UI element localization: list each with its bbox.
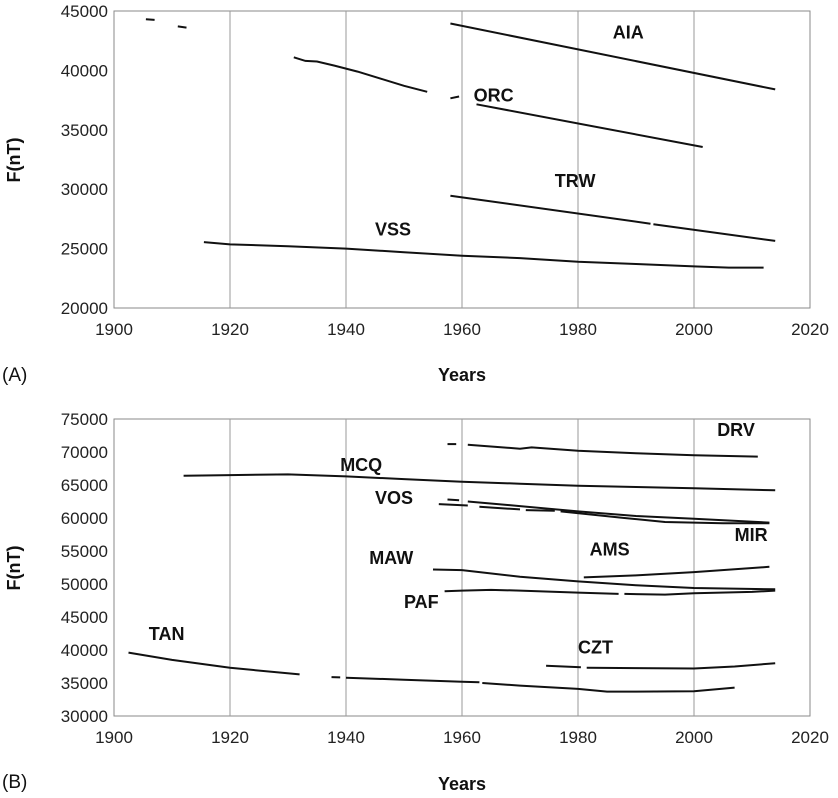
y-tick-label-60000: 60000 xyxy=(61,509,108,528)
y-axis-title-b: F(nT) xyxy=(4,546,24,591)
series-vos-line-0 xyxy=(447,498,460,502)
series-label-mcq: MCQ xyxy=(340,455,382,475)
y-tick-label-20000: 20000 xyxy=(61,299,108,318)
y-tick-label-45000: 45000 xyxy=(61,608,108,627)
x-tick-label-2020: 2020 xyxy=(791,320,829,339)
y-tick-label-75000: 75000 xyxy=(61,410,108,429)
x-tick-label-1900: 1900 xyxy=(95,728,133,747)
x-tick-label-1900: 1900 xyxy=(95,320,133,339)
series-ams: AMS xyxy=(583,540,770,579)
series-maw: MAW xyxy=(369,548,776,591)
y-axis-title-a: F(nT) xyxy=(4,138,24,183)
x-tick-label-2020: 2020 xyxy=(791,728,829,747)
series-tan: TAN xyxy=(128,624,735,693)
y-tick-label-35000: 35000 xyxy=(61,674,108,693)
x-axis-title-b: Years xyxy=(438,774,486,794)
series-label-czt: CZT xyxy=(578,637,613,657)
series-ams-line-0 xyxy=(583,565,770,579)
series-label-paf: PAF xyxy=(404,592,439,612)
series-mir-line-0 xyxy=(438,503,468,507)
series-tan-line-2 xyxy=(345,676,480,684)
y-tick-label-35000: 35000 xyxy=(61,121,108,140)
series-maw-line-0 xyxy=(432,568,776,591)
x-tick-labels-b: 1900 1920 1940 1960 1980 2000 2020 xyxy=(95,728,829,747)
y-tick-label-50000: 50000 xyxy=(61,575,108,594)
x-tick-label-1980: 1980 xyxy=(559,728,597,747)
series-paf-line-1 xyxy=(624,589,776,596)
series-mcq-line-0 xyxy=(183,473,776,492)
x-tick-label-1940: 1940 xyxy=(327,728,365,747)
series-aia-line-1 xyxy=(177,25,187,29)
series-trw-line-1 xyxy=(653,223,776,242)
y-tick-label-70000: 70000 xyxy=(61,443,108,462)
series-label-ams: AMS xyxy=(590,540,630,560)
y-tick-label-30000: 30000 xyxy=(61,707,108,726)
gridlines-a xyxy=(229,11,695,308)
series-vos: VOS xyxy=(375,488,770,524)
x-axis-title-a: Years xyxy=(438,365,486,385)
y-tick-label-55000: 55000 xyxy=(61,542,108,561)
series-tan-line-0 xyxy=(128,651,300,676)
x-tick-label-2000: 2000 xyxy=(675,728,713,747)
x-tick-label-1980: 1980 xyxy=(559,320,597,339)
series-aia-line-2 xyxy=(450,22,776,91)
series-czt-line-0 xyxy=(546,664,581,669)
series-orc-line-0 xyxy=(293,56,428,93)
series-mir: MIR xyxy=(438,503,770,545)
series-group-b: DRV MCQ VOS MIR MAW AMS PAF CZT TAN xyxy=(128,420,776,693)
series-label-drv: DRV xyxy=(717,420,755,440)
series-vos-line-1 xyxy=(467,500,770,524)
series-mir-line-1 xyxy=(479,505,521,511)
series-paf-line-0 xyxy=(444,588,619,595)
series-drv-line-1 xyxy=(467,443,758,458)
series-label-tan: TAN xyxy=(149,624,185,644)
series-aia-line-0 xyxy=(145,18,155,21)
series-label-orc: ORC xyxy=(474,85,514,105)
x-tick-label-1920: 1920 xyxy=(211,320,249,339)
series-mir-line-2 xyxy=(525,509,555,512)
y-tick-labels-a: 20000 25000 30000 35000 40000 45000 xyxy=(61,2,108,318)
x-tick-labels-a: 1900 1920 1940 1960 1980 2000 2020 xyxy=(95,320,829,339)
panel-label-b: (B) xyxy=(2,772,27,793)
panel-label-a: (A) xyxy=(2,365,27,386)
panel-b: 1900 1920 1940 1960 1980 2000 2020 30000 35000 4… xyxy=(2,410,829,794)
y-tick-label-25000: 25000 xyxy=(61,240,108,259)
series-orc-line-1 xyxy=(450,95,460,100)
x-tick-label-1940: 1940 xyxy=(327,320,365,339)
series-group-a: AIA ORC TRW VSS xyxy=(145,18,776,269)
series-label-aia: AIA xyxy=(613,22,644,42)
x-tick-label-1920: 1920 xyxy=(211,728,249,747)
series-trw-line-0 xyxy=(450,194,651,225)
series-orc-line-2 xyxy=(476,103,703,148)
panel-a: 1900 1920 1940 1960 1980 2000 2020 20000 25000 3… xyxy=(2,2,829,386)
y-tick-label-30000: 30000 xyxy=(61,180,108,199)
series-czt: CZT xyxy=(546,637,776,670)
series-vss: VSS xyxy=(203,220,764,269)
series-paf: PAF xyxy=(404,588,776,612)
series-label-vos: VOS xyxy=(375,488,413,508)
x-tick-label-1960: 1960 xyxy=(443,728,481,747)
series-trw: TRW xyxy=(450,171,776,242)
y-tick-label-40000: 40000 xyxy=(61,61,108,80)
x-tick-label-1960: 1960 xyxy=(443,320,481,339)
y-tick-label-45000: 45000 xyxy=(61,2,108,21)
series-vss-line-0 xyxy=(203,241,764,269)
y-tick-label-40000: 40000 xyxy=(61,641,108,660)
series-label-trw: TRW xyxy=(555,171,596,191)
gridlines-b xyxy=(229,419,695,716)
series-aia: AIA xyxy=(145,18,776,91)
y-tick-labels-b: 30000 35000 40000 45000 50000 55000 60000 65000… xyxy=(61,410,108,726)
series-label-mir: MIR xyxy=(735,525,768,545)
y-tick-label-65000: 65000 xyxy=(61,476,108,495)
series-label-maw: MAW xyxy=(369,548,413,568)
series-mir-line-3 xyxy=(560,510,770,525)
series-czt-line-1 xyxy=(586,662,776,670)
series-mcq: MCQ xyxy=(183,455,776,492)
series-drv: DRV xyxy=(447,420,758,458)
x-tick-label-2000: 2000 xyxy=(675,320,713,339)
series-orc: ORC xyxy=(293,56,703,148)
series-tan-line-3 xyxy=(482,682,735,693)
series-label-vss: VSS xyxy=(375,220,411,240)
